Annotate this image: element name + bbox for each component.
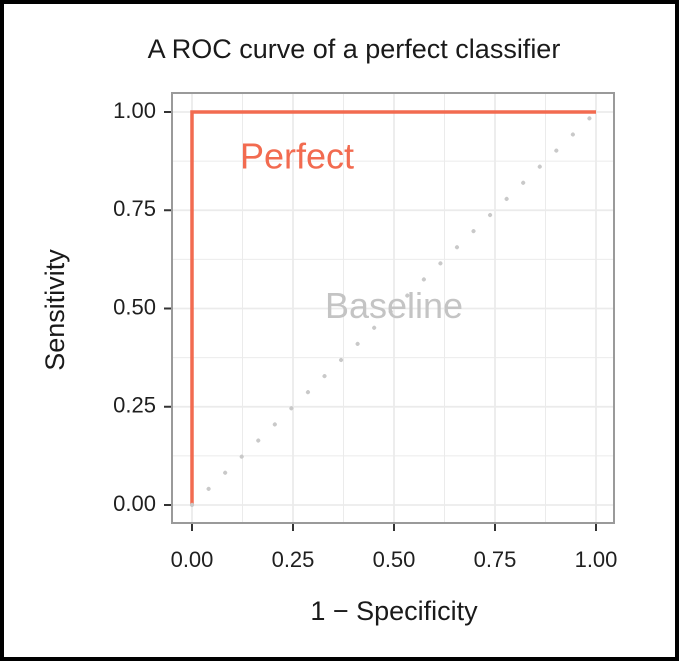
- annotation-layer: Perfect Baseline: [240, 136, 463, 326]
- x-axis-title: 1 − Specificity: [310, 596, 478, 626]
- x-tick-label-3: 0.75: [474, 547, 517, 572]
- series-line-perfect: [190, 110, 596, 505]
- chart-title: A ROC curve of a perfect classifier: [148, 34, 561, 64]
- annotation-baseline: Baseline: [325, 285, 463, 326]
- x-tick-label-4: 1.00: [575, 547, 618, 572]
- y-tick-label-2: 0.50: [113, 294, 156, 319]
- y-tick-label-1: 0.25: [113, 393, 156, 418]
- annotation-perfect: Perfect: [240, 136, 354, 177]
- x-tick-label-0: 0.00: [171, 547, 214, 572]
- x-tick-label-2: 0.50: [373, 547, 416, 572]
- tick-layer: 0.00 0.25 0.50 0.75 1.00 0.00 0.25 0.50 0.75 1.00: [113, 98, 617, 572]
- y-tick-label-3: 0.75: [113, 196, 156, 221]
- y-axis-title: Sensitivity: [40, 249, 70, 371]
- plot-panel-border: [171, 92, 615, 524]
- x-tick-label-1: 0.25: [272, 547, 315, 572]
- y-tick-label-4: 1.00: [113, 98, 156, 123]
- series-line-baseline: [190, 110, 598, 507]
- y-tick-label-0: 0.00: [113, 491, 156, 516]
- series-layer: [190, 110, 598, 507]
